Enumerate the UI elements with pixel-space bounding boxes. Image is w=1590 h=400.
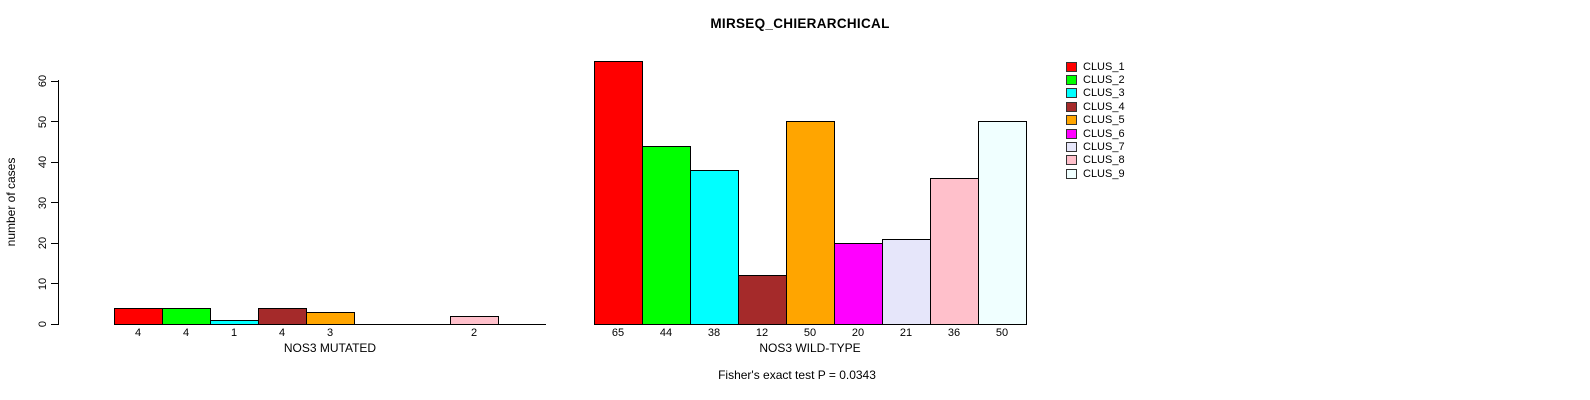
bar-value-label: 50	[803, 327, 817, 339]
legend-swatch-clus_7	[1066, 142, 1077, 153]
chart-title: MIRSEQ_CHIERARCHICAL	[710, 16, 890, 31]
legend-item: CLUS_7	[1066, 140, 1125, 153]
legend-item-label: CLUS_1	[1083, 60, 1125, 73]
bar-clus_8	[930, 178, 979, 325]
bar-clus_2	[642, 146, 691, 325]
legend-item-label: CLUS_6	[1083, 127, 1125, 140]
bar-value-label: 38	[707, 327, 721, 339]
y-axis-tick	[51, 121, 58, 122]
y-axis-tick	[51, 161, 58, 163]
bar-value-label: 2	[470, 327, 478, 339]
y-axis-tick	[51, 242, 58, 244]
y-axis-tick	[51, 323, 58, 325]
bar-value-label: 44	[659, 327, 673, 339]
legend-item: CLUS_2	[1066, 73, 1125, 86]
legend-item: CLUS_9	[1066, 167, 1125, 180]
bar-value-label: 20	[851, 327, 865, 339]
bar-value-label: 36	[947, 327, 961, 339]
legend: CLUS_1 CLUS_2 CLUS_3 CLUS_4 CLUS_5 CLUS_6 CLUS…	[1066, 60, 1125, 181]
y-axis-tick	[51, 202, 58, 203]
y-axis-tick	[51, 80, 58, 82]
y-axis-title: number of cases	[4, 157, 18, 247]
legend-swatch-clus_3	[1066, 88, 1077, 99]
bar-clus_5	[306, 312, 355, 325]
bar-value-label: 4	[182, 327, 190, 339]
bar-clus_7	[882, 239, 931, 325]
bar-value-label: 4	[134, 327, 142, 339]
y-axis-tick	[51, 283, 58, 284]
legend-item-label: CLUS_8	[1083, 154, 1125, 167]
bar-clus_6	[834, 243, 883, 325]
y-axis-tick-label: 50	[37, 115, 49, 128]
bar-value-label: 3	[326, 327, 334, 339]
legend-item: CLUS_3	[1066, 87, 1125, 100]
legend-item-label: CLUS_5	[1083, 114, 1125, 127]
y-axis-line	[58, 80, 59, 325]
bar-clus_3	[210, 320, 259, 325]
bar-clus_1	[594, 61, 643, 325]
legend-swatch-clus_4	[1066, 101, 1077, 112]
legend-item-label: CLUS_3	[1083, 87, 1125, 100]
y-axis-tick-label: 20	[37, 236, 49, 250]
y-axis-tick-label: 0	[37, 320, 49, 328]
legend-swatch-clus_9	[1066, 168, 1077, 179]
bar-value-label: 12	[755, 327, 769, 339]
legend-item-label: CLUS_2	[1083, 74, 1125, 87]
legend-item-label: CLUS_4	[1083, 100, 1125, 113]
legend-item: CLUS_1	[1066, 60, 1125, 73]
bar-value-label: 4	[278, 327, 286, 339]
fisher-test-annotation: Fisher's exact test P = 0.0343	[718, 368, 876, 382]
legend-swatch-clus_2	[1066, 75, 1077, 86]
legend-swatch-clus_6	[1066, 128, 1077, 139]
bar-value-label: 21	[899, 327, 913, 339]
x-axis-label-wildtype: NOS3 WILD-TYPE	[759, 341, 861, 355]
x-axis-label-mutated: NOS3 MUTATED	[283, 341, 377, 355]
legend-item: CLUS_8	[1066, 154, 1125, 167]
bar-clus_9	[978, 121, 1027, 325]
y-axis-tick-label: 60	[37, 74, 49, 88]
bar-clus_2	[162, 308, 211, 325]
bar-value-label: 1	[230, 327, 238, 339]
y-axis-tick-label: 30	[37, 196, 49, 209]
bar-clus_3	[690, 170, 739, 325]
bar-value-label: 65	[611, 327, 625, 339]
legend-swatch-clus_1	[1066, 61, 1077, 72]
bar-clus_1	[114, 308, 163, 325]
legend-item: CLUS_5	[1066, 114, 1125, 127]
y-axis-tick-label: 40	[37, 155, 49, 169]
legend-item-label: CLUS_9	[1083, 167, 1125, 180]
y-axis-tick-label: 10	[37, 277, 49, 290]
legend-swatch-clus_8	[1066, 155, 1077, 166]
bar-clus_4	[738, 275, 787, 325]
legend-item: CLUS_4	[1066, 100, 1125, 113]
bar-value-label: 50	[995, 327, 1009, 339]
bar-clus_8	[450, 316, 499, 325]
legend-swatch-clus_5	[1066, 115, 1077, 126]
legend-item-label: CLUS_7	[1083, 141, 1125, 154]
bar-clus_5	[786, 121, 835, 325]
bar-clus_4	[258, 308, 307, 325]
legend-item: CLUS_6	[1066, 127, 1125, 140]
